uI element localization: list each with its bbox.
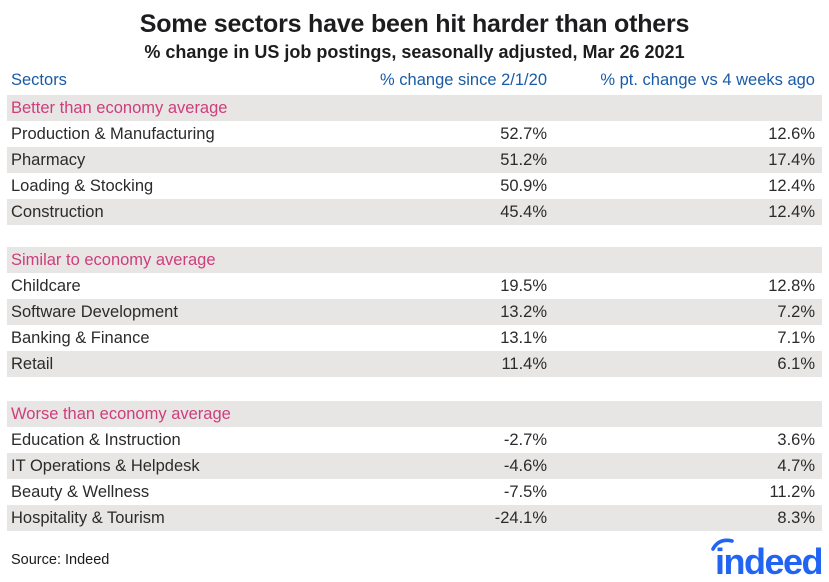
- change-cell: -24.1%: [494, 509, 547, 527]
- change-cell: 11.4%: [501, 355, 547, 373]
- pt-change-cell: 12.8%: [768, 277, 815, 295]
- table-row: Software Development 13.2% 7.2%: [7, 299, 822, 325]
- table-row: Production & Manufacturing 52.7% 12.6%: [7, 121, 822, 147]
- change-cell: 50.9%: [500, 177, 547, 195]
- sector-cell: Childcare: [11, 277, 81, 295]
- section-header-worse: Worse than economy average: [7, 401, 822, 427]
- change-cell: -2.7%: [503, 431, 547, 449]
- sector-cell: IT Operations & Helpdesk: [11, 457, 200, 475]
- pt-change-cell: 6.1%: [777, 355, 815, 373]
- table-row: Pharmacy 51.2% 17.4%: [7, 147, 822, 173]
- column-header-pt-change: % pt. change vs 4 weeks ago: [600, 71, 815, 89]
- sector-cell: Pharmacy: [11, 151, 86, 169]
- section-header-similar: Similar to economy average: [7, 247, 822, 273]
- sector-table: Sectors % change since 2/1/20 % pt. chan…: [7, 68, 822, 531]
- section-label: Worse than economy average: [11, 405, 231, 423]
- pt-change-cell: 12.6%: [768, 125, 815, 143]
- sector-cell: Construction: [11, 203, 104, 221]
- pt-change-cell: 3.6%: [777, 431, 815, 449]
- pt-change-cell: 7.2%: [777, 303, 815, 321]
- indeed-logo-swoosh-icon: [711, 538, 734, 551]
- change-cell: 19.5%: [500, 277, 547, 295]
- footer: Source: Indeed indeed: [7, 538, 824, 582]
- column-header-sectors: Sectors: [11, 71, 67, 89]
- source-note: Source: Indeed: [11, 552, 110, 568]
- pt-change-cell: 12.4%: [768, 203, 815, 221]
- pt-change-cell: 7.1%: [777, 329, 815, 347]
- pt-change-cell: 8.3%: [777, 509, 815, 527]
- section-header-better: Better than economy average: [7, 95, 822, 121]
- section-gap: [7, 377, 822, 401]
- table-row: Education & Instruction -2.7% 3.6%: [7, 427, 822, 453]
- change-cell: 52.7%: [500, 125, 547, 143]
- sector-cell: Banking & Finance: [11, 329, 150, 347]
- table-row: Childcare 19.5% 12.8%: [7, 273, 822, 299]
- pt-change-cell: 11.2%: [769, 483, 815, 501]
- pt-change-cell: 4.7%: [777, 457, 815, 475]
- change-cell: -4.6%: [503, 457, 547, 475]
- sector-cell: Beauty & Wellness: [11, 483, 150, 501]
- table-row: Construction 45.4% 12.4%: [7, 199, 822, 225]
- page-subtitle: % change in US job postings, seasonally …: [144, 42, 685, 62]
- indeed-logo-text: indeed: [714, 541, 824, 582]
- section-label: Better than economy average: [11, 99, 228, 117]
- table-row: Hospitality & Tourism -24.1% 8.3%: [7, 505, 822, 531]
- sector-cell: Production & Manufacturing: [11, 125, 215, 143]
- sector-cell: Hospitality & Tourism: [11, 509, 165, 527]
- change-cell: 13.1%: [500, 329, 547, 347]
- page-title: Some sectors have been hit harder than o…: [139, 10, 690, 38]
- change-cell: -7.5%: [503, 483, 547, 501]
- pt-change-cell: 17.4%: [768, 151, 815, 169]
- table-row: Loading & Stocking 50.9% 12.4%: [7, 173, 822, 199]
- table-header-row: Sectors % change since 2/1/20 % pt. chan…: [7, 68, 822, 95]
- table-row: Banking & Finance 13.1% 7.1%: [7, 325, 822, 351]
- pt-change-cell: 12.4%: [768, 177, 815, 195]
- section-gap: [7, 225, 822, 247]
- sector-cell: Retail: [11, 355, 54, 373]
- table-row: Beauty & Wellness -7.5% 11.2%: [7, 479, 822, 505]
- table-row: IT Operations & Helpdesk -4.6% 4.7%: [7, 453, 822, 479]
- sector-cell: Software Development: [11, 303, 178, 321]
- sector-cell: Loading & Stocking: [11, 177, 154, 195]
- sector-cell: Education & Instruction: [11, 431, 181, 449]
- column-header-change: % change since 2/1/20: [380, 71, 547, 89]
- table-row: Retail 11.4% 6.1%: [7, 351, 822, 377]
- section-label: Similar to economy average: [11, 251, 216, 269]
- change-cell: 51.2%: [500, 151, 547, 169]
- change-cell: 13.2%: [500, 303, 547, 321]
- change-cell: 45.4%: [500, 203, 547, 221]
- indeed-logo: indeed: [711, 538, 824, 582]
